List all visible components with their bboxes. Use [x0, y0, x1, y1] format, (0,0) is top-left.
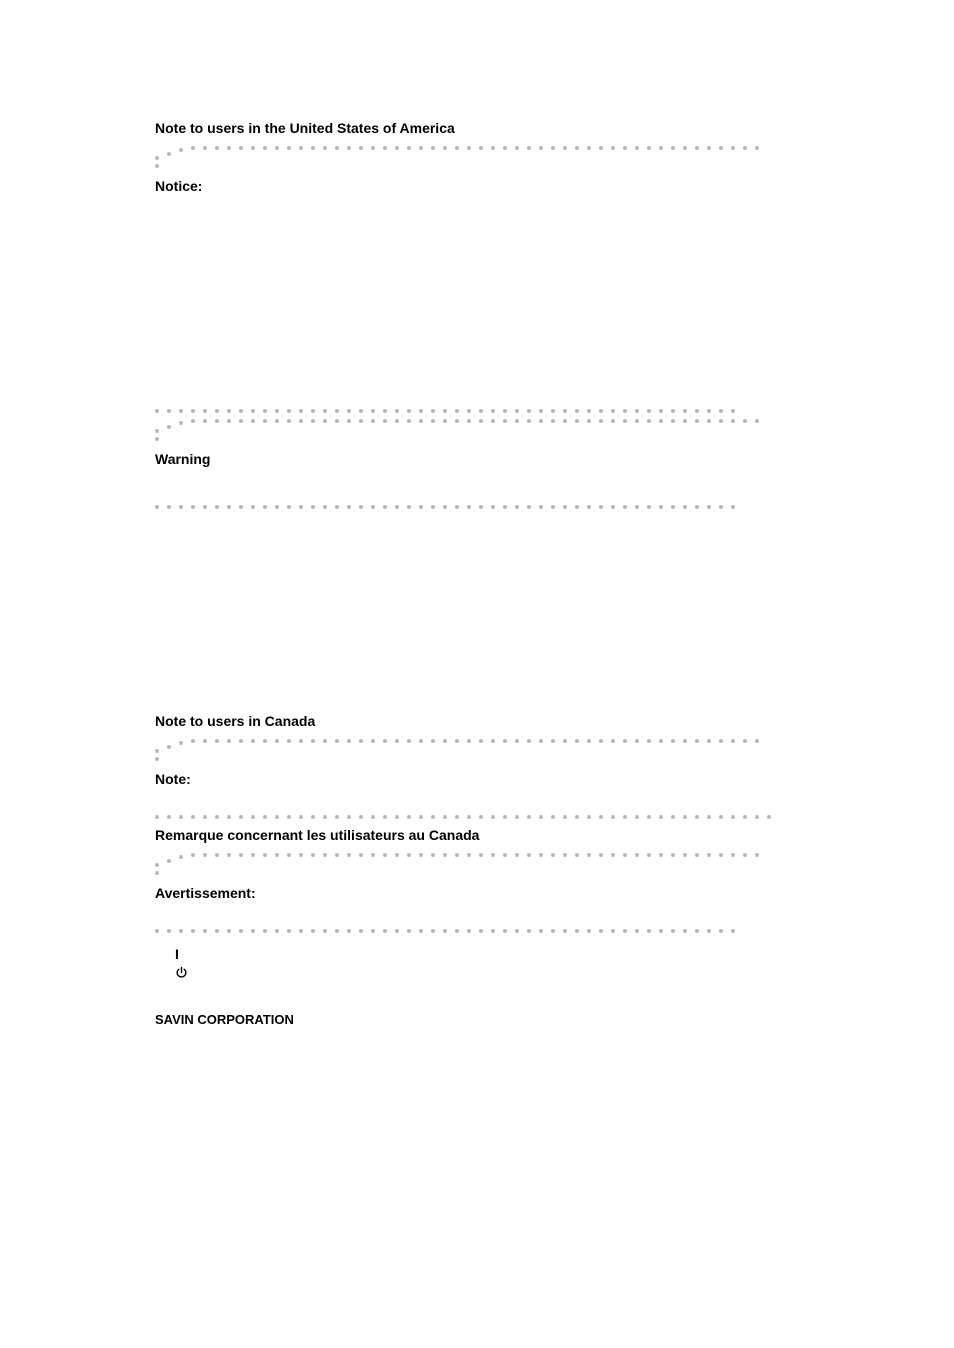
dotted-divider-tail — [155, 162, 799, 172]
dotted-divider — [155, 927, 799, 935]
dotted-divider — [155, 503, 799, 511]
dotted-divider-tail — [155, 869, 799, 879]
body-space — [155, 909, 799, 927]
dotted-divider-rising — [155, 851, 799, 869]
body-space — [155, 673, 799, 713]
warning-label: Warning — [155, 451, 799, 467]
body-space — [155, 513, 799, 673]
power-standby-icon — [175, 965, 799, 985]
dotted-divider-tail — [155, 435, 799, 445]
dotted-divider-rising — [155, 144, 799, 162]
note-label: Note: — [155, 771, 799, 787]
dotted-divider — [155, 813, 799, 821]
canada-title: Note to users in Canada — [155, 713, 799, 729]
body-space — [155, 202, 799, 407]
document-page: Note to users in the United States of Am… — [0, 0, 954, 1087]
avertissement-label: Avertissement: — [155, 885, 799, 901]
canada-fr-title: Remarque concernant les utilisateurs au … — [155, 827, 799, 843]
dotted-divider-rising — [155, 417, 799, 435]
body-space — [155, 795, 799, 813]
notice-label: Notice: — [155, 178, 799, 194]
dotted-divider-tail — [155, 755, 799, 765]
power-on-symbol: I — [175, 945, 799, 965]
dotted-divider — [155, 407, 799, 415]
corporation-name: SAVIN CORPORATION — [155, 1012, 799, 1027]
power-symbols: I — [155, 945, 799, 984]
us-title: Note to users in the United States of Am… — [155, 120, 799, 136]
dotted-divider-rising — [155, 737, 799, 755]
body-space — [155, 475, 799, 503]
